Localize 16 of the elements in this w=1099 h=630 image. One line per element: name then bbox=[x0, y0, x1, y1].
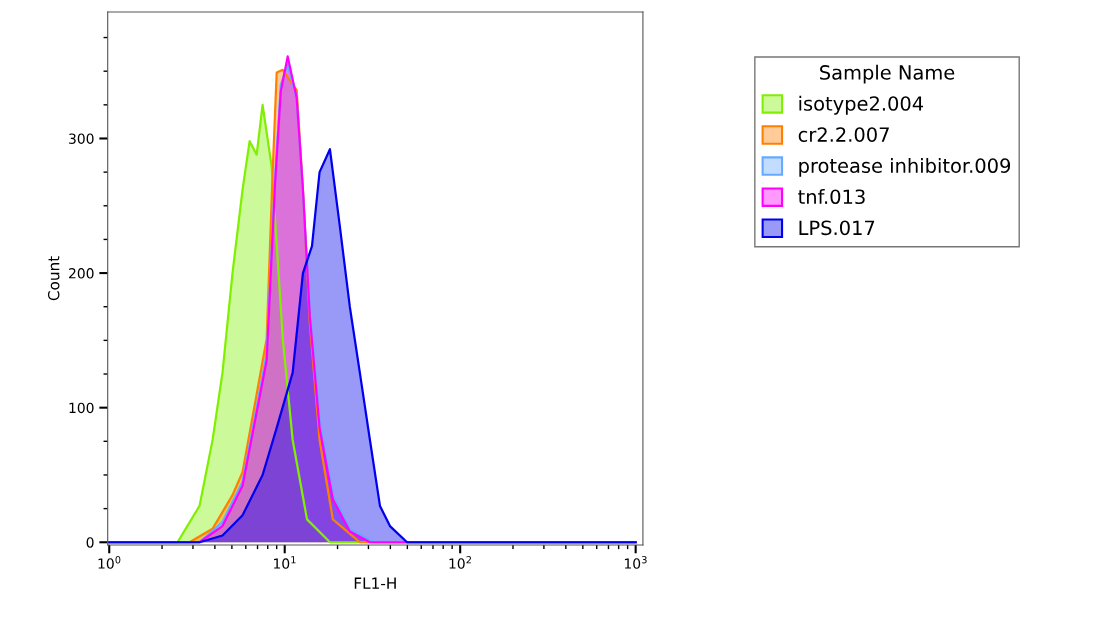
legend-label: LPS.017 bbox=[799, 220, 875, 236]
x-tick-label: 10$^{0}$ bbox=[98, 556, 121, 569]
legend-label: isotype2.004 bbox=[799, 95, 924, 115]
x-axis-title: FL1-H bbox=[354, 577, 396, 589]
x-tick-label: 10$^{2}$ bbox=[449, 556, 471, 569]
y-tick-label: 100 bbox=[69, 402, 94, 414]
legend-label: tnf.013 bbox=[798, 189, 865, 205]
y-tick-label: 200 bbox=[69, 268, 94, 279]
x-tick-label: 10$^{3}$ bbox=[624, 556, 647, 569]
x-tick-label: 10$^{1}$ bbox=[274, 556, 296, 569]
y-tick-label: 0 bbox=[86, 537, 94, 548]
legend-label: protease inhibitor.009 bbox=[799, 157, 1011, 177]
legend-title: Sample Name bbox=[820, 64, 955, 84]
y-axis-title: Count bbox=[47, 256, 60, 301]
legend-label: cr2.2.007 bbox=[798, 127, 889, 142]
y-tick-label: 300 bbox=[69, 133, 94, 144]
